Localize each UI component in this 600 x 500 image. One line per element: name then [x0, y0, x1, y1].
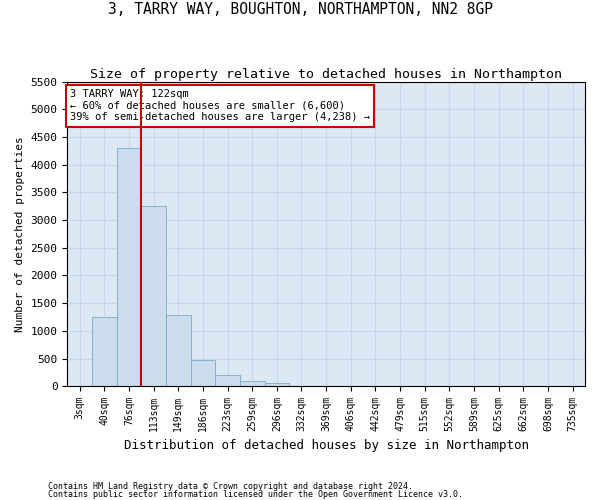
Bar	[215, 375, 240, 386]
Bar	[141, 206, 166, 386]
Text: 3, TARRY WAY, BOUGHTON, NORTHAMPTON, NN2 8GP: 3, TARRY WAY, BOUGHTON, NORTHAMPTON, NN2…	[107, 2, 493, 18]
Bar	[240, 381, 265, 386]
Bar	[116, 148, 141, 386]
Text: 3 TARRY WAY: 122sqm
← 60% of detached houses are smaller (6,600)
39% of semi-det: 3 TARRY WAY: 122sqm ← 60% of detached ho…	[70, 90, 370, 122]
Bar	[92, 317, 116, 386]
X-axis label: Distribution of detached houses by size in Northampton: Distribution of detached houses by size …	[124, 440, 529, 452]
Y-axis label: Number of detached properties: Number of detached properties	[15, 136, 25, 332]
Text: Contains public sector information licensed under the Open Government Licence v3: Contains public sector information licen…	[48, 490, 463, 499]
Bar	[166, 316, 191, 386]
Bar	[191, 360, 215, 386]
Title: Size of property relative to detached houses in Northampton: Size of property relative to detached ho…	[90, 68, 562, 80]
Text: Contains HM Land Registry data © Crown copyright and database right 2024.: Contains HM Land Registry data © Crown c…	[48, 482, 413, 491]
Bar	[265, 383, 289, 386]
